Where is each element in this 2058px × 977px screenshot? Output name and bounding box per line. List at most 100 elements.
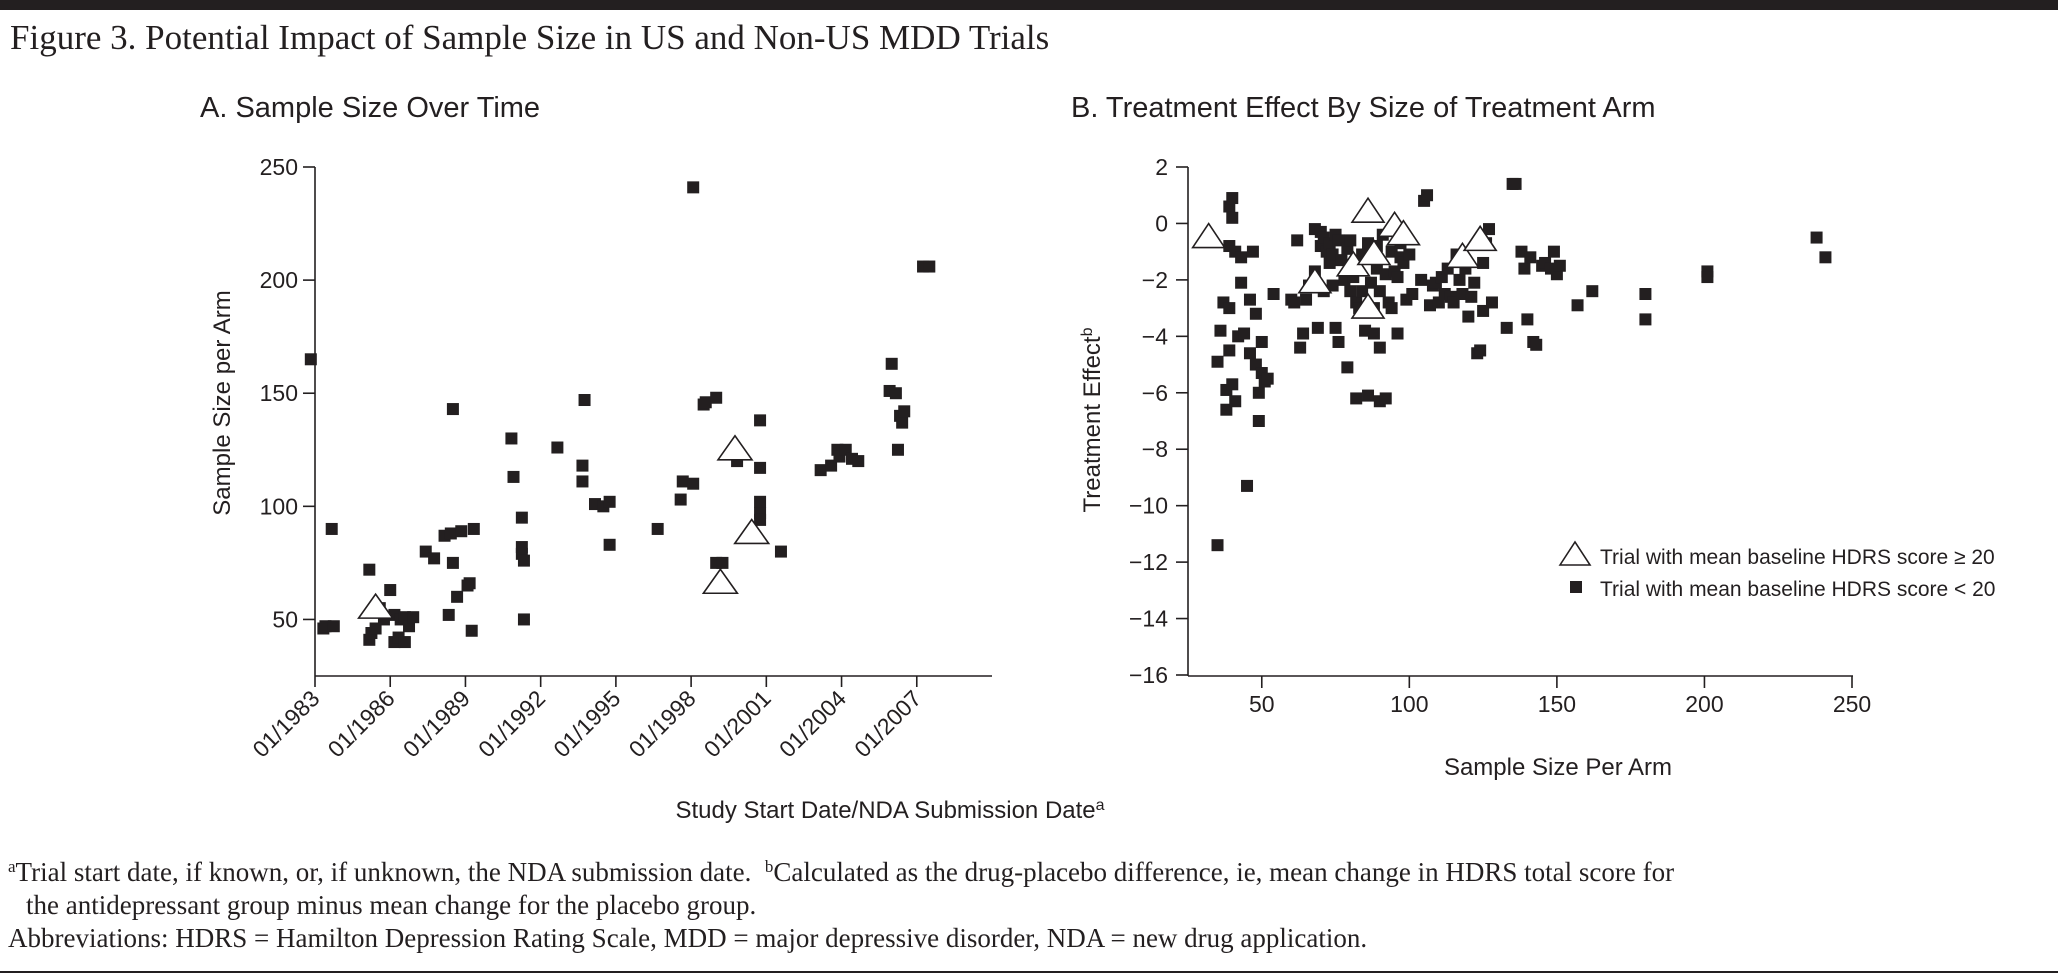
bottom-rule — [0, 971, 2058, 973]
panel-b-x-tick-label: 250 — [1833, 691, 1871, 717]
panel-b-point-square — [1453, 273, 1466, 286]
panel-a-point-square — [754, 461, 767, 474]
panel-b-point-square — [1701, 271, 1714, 284]
panel-a-x-tick-label: 01/2004 — [774, 685, 851, 762]
panel-a-point-square — [403, 620, 416, 633]
panel-a-point-square — [891, 443, 904, 456]
panel-b-point-square — [1586, 285, 1599, 298]
panel-b-point-triangle — [1444, 241, 1480, 269]
panel-b-y-tick-label: −4 — [1142, 323, 1168, 349]
panel-b-point-square — [1235, 251, 1248, 264]
panel-a-point-square — [515, 511, 528, 524]
panel-a-point-square — [407, 611, 420, 624]
panel-b-y-tick-label: 2 — [1155, 154, 1168, 180]
panel-a-point-square — [517, 554, 530, 567]
panel-b-points — [1191, 177, 1832, 552]
panel-a-x-tick-label: 01/1983 — [247, 685, 324, 762]
panel-a-y-axis-label: Sample Size per Arm — [209, 290, 236, 515]
panel-a-point-square — [465, 624, 478, 637]
panel-b-point-square — [1344, 285, 1357, 298]
panel-a-y-tick-label: 100 — [260, 493, 298, 519]
panel-a-x-axis-label-text: Study Start Date/NDA Submission Date — [675, 797, 1095, 824]
panel-b-point-triangle — [1356, 239, 1392, 266]
panel-a-point-square — [716, 556, 729, 569]
panel-b-point-triangle — [1350, 196, 1386, 223]
panel-b-point-square — [1291, 234, 1304, 247]
panel-b-point-square — [1238, 327, 1251, 340]
panel-b-point-square — [1462, 310, 1475, 323]
panel-a-point-square — [442, 608, 455, 621]
panel-b-point-square — [1518, 262, 1531, 275]
panel-a-point-square — [710, 391, 723, 404]
panel-a-point-square — [825, 459, 838, 472]
panel-b-y-tick-label: −14 — [1129, 606, 1168, 632]
panel-a-point-square — [325, 522, 338, 535]
panel-b-point-square — [1249, 307, 1262, 320]
panel-b-point-square — [1329, 321, 1342, 334]
panel-b-point-square — [1252, 415, 1265, 427]
panel-b-point-square — [1267, 288, 1280, 300]
panel-b-y-tick-label: 0 — [1155, 210, 1168, 236]
panel-b-point-square — [1373, 341, 1386, 354]
panel-b-y-axis-label-text: Treatment Effect — [1079, 336, 1106, 512]
panel-b-title: B. Treatment Effect By Size of Treatment… — [1071, 92, 1656, 124]
footnote-a-text: Trial start date, if known, or, if unkno… — [15, 857, 752, 887]
panel-b-point-triangle — [1350, 292, 1386, 319]
panel-b-point-triangle — [1191, 222, 1227, 249]
panel-a-point-square — [814, 464, 827, 477]
legend-label-triangle: Trial with mean baseline HDRS score ≥ 20 — [1600, 546, 1995, 569]
panel-b-point-square — [1226, 378, 1239, 391]
panel-a-y-tick-label: 200 — [260, 267, 298, 293]
panel-b-y-tick-label: −12 — [1129, 549, 1168, 575]
panel-b-point-square — [1391, 327, 1404, 340]
panel-b-point-square — [1226, 211, 1239, 224]
panel-b-point-square — [1468, 276, 1481, 289]
panel-b-y-axis-label-superscript: b — [1079, 327, 1096, 336]
panel-b-point-square — [1235, 276, 1248, 289]
panel-a-point-square — [576, 459, 589, 472]
panel-a-point-square — [898, 405, 911, 418]
panel-a-point-square — [754, 513, 767, 526]
panel-a-point-square — [774, 545, 787, 558]
panel-a-point-triangle — [357, 592, 395, 619]
panel-a-point-square — [461, 579, 474, 592]
panel-b-point-square — [1571, 299, 1584, 312]
panel-b-point-square — [1485, 296, 1498, 309]
panel-a-point-square — [369, 622, 382, 635]
panel-b-point-square — [1226, 192, 1239, 205]
panel-a-point-square — [699, 396, 712, 409]
panel-b-point-square — [1524, 251, 1537, 264]
panel-a-y-tick-label: 150 — [260, 380, 298, 406]
panel-b-point-square — [1332, 335, 1345, 348]
panel-b-point-square — [1385, 302, 1398, 315]
panel-a-chart: 5010015020025001/198301/198601/198901/19… — [209, 154, 1105, 824]
panel-a-point-square — [603, 495, 616, 508]
panel-a-point-square — [576, 475, 589, 488]
abbreviations-note: Abbreviations: HDRS = Hamilton Depressio… — [8, 923, 1368, 953]
panel-a-point-square — [327, 620, 340, 633]
footnote-b-marker: b — [764, 857, 774, 876]
panel-a-y-tick-label: 50 — [272, 606, 298, 632]
panel-b-x-tick-label: 200 — [1685, 691, 1723, 717]
panel-a-axes: 5010015020025001/198301/198601/198901/19… — [247, 154, 992, 762]
panel-b-point-square — [1252, 386, 1265, 399]
panel-b-point-square — [1255, 335, 1268, 348]
panel-b-point-square — [1214, 324, 1227, 337]
panel-b-y-axis-label: Treatment Effectb — [1079, 327, 1107, 512]
panel-a-y-tick-label: 250 — [260, 154, 298, 180]
panel-a-point-square — [428, 552, 441, 565]
panel-a-point-square — [896, 416, 909, 429]
panel-b-point-square — [1415, 273, 1428, 286]
panel-a-point-square — [455, 525, 468, 538]
legend-open-triangle-icon — [1558, 540, 1592, 566]
panel-b-point-square — [1326, 279, 1339, 292]
panel-b-point-square — [1373, 285, 1386, 298]
panel-b-point-square — [1311, 321, 1324, 334]
panel-b-point-square — [1344, 234, 1357, 247]
panel-b-point-square — [1243, 293, 1256, 306]
panel-b-point-square — [1288, 296, 1301, 309]
panel-a-point-square — [505, 432, 518, 445]
panel-b-point-square — [1341, 361, 1354, 374]
panel-a-x-tick-label: 01/1995 — [548, 685, 625, 762]
panel-b-x-tick-label: 150 — [1538, 691, 1576, 717]
